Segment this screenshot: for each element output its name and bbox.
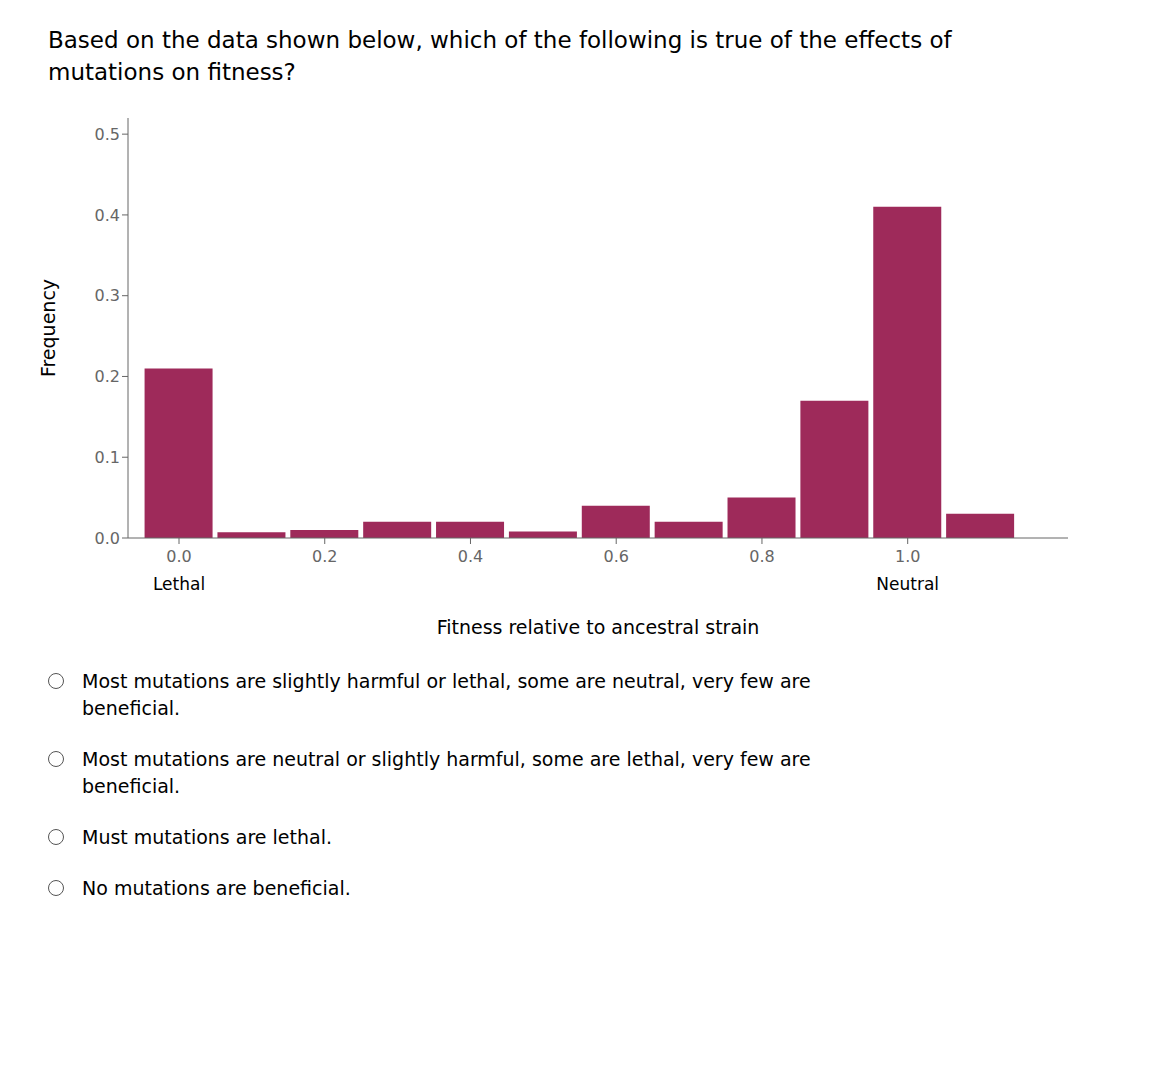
svg-text:0.4: 0.4 xyxy=(458,547,483,566)
html-text:mutations on fitness?: mutations on fitness? xyxy=(48,59,296,85)
svg-text:0.0: 0.0 xyxy=(166,547,191,566)
html-text:beneficial.: beneficial. xyxy=(82,697,181,719)
svg-text:Neutral: Neutral xyxy=(876,574,939,594)
html-text:Most mutations are neutral or: Most mutations are neutral or slightly h… xyxy=(82,748,811,770)
svg-text:0.6: 0.6 xyxy=(603,547,628,566)
html-text:Based on the data shown below,: Based on the data shown below, which of … xyxy=(48,27,952,53)
svg-text:0.0: 0.0 xyxy=(95,529,120,548)
html-text:beneficial.: beneficial. xyxy=(82,775,181,797)
html-text:Must mutations are lethal.: Must mutations are lethal. xyxy=(82,826,332,848)
svg-text:Lethal: Lethal xyxy=(153,574,205,594)
svg-text:0.2: 0.2 xyxy=(312,547,337,566)
svg-text:0.4: 0.4 xyxy=(95,206,120,225)
svg-text:Fitness relative to ancestral: Fitness relative to ancestral strain xyxy=(437,616,760,638)
svg-text:Frequency: Frequency xyxy=(37,279,59,377)
svg-text:0.8: 0.8 xyxy=(749,547,774,566)
svg-text:1.0: 1.0 xyxy=(895,547,920,566)
svg-text:0.2: 0.2 xyxy=(95,367,120,386)
html-text:No mutations are beneficial.: No mutations are beneficial. xyxy=(82,877,351,899)
svg-text:0.5: 0.5 xyxy=(95,125,120,144)
html-text:Most mutations are slightly ha: Most mutations are slightly harmful or l… xyxy=(82,670,811,692)
svg-text:0.3: 0.3 xyxy=(95,286,120,305)
svg-text:0.1: 0.1 xyxy=(95,448,120,467)
